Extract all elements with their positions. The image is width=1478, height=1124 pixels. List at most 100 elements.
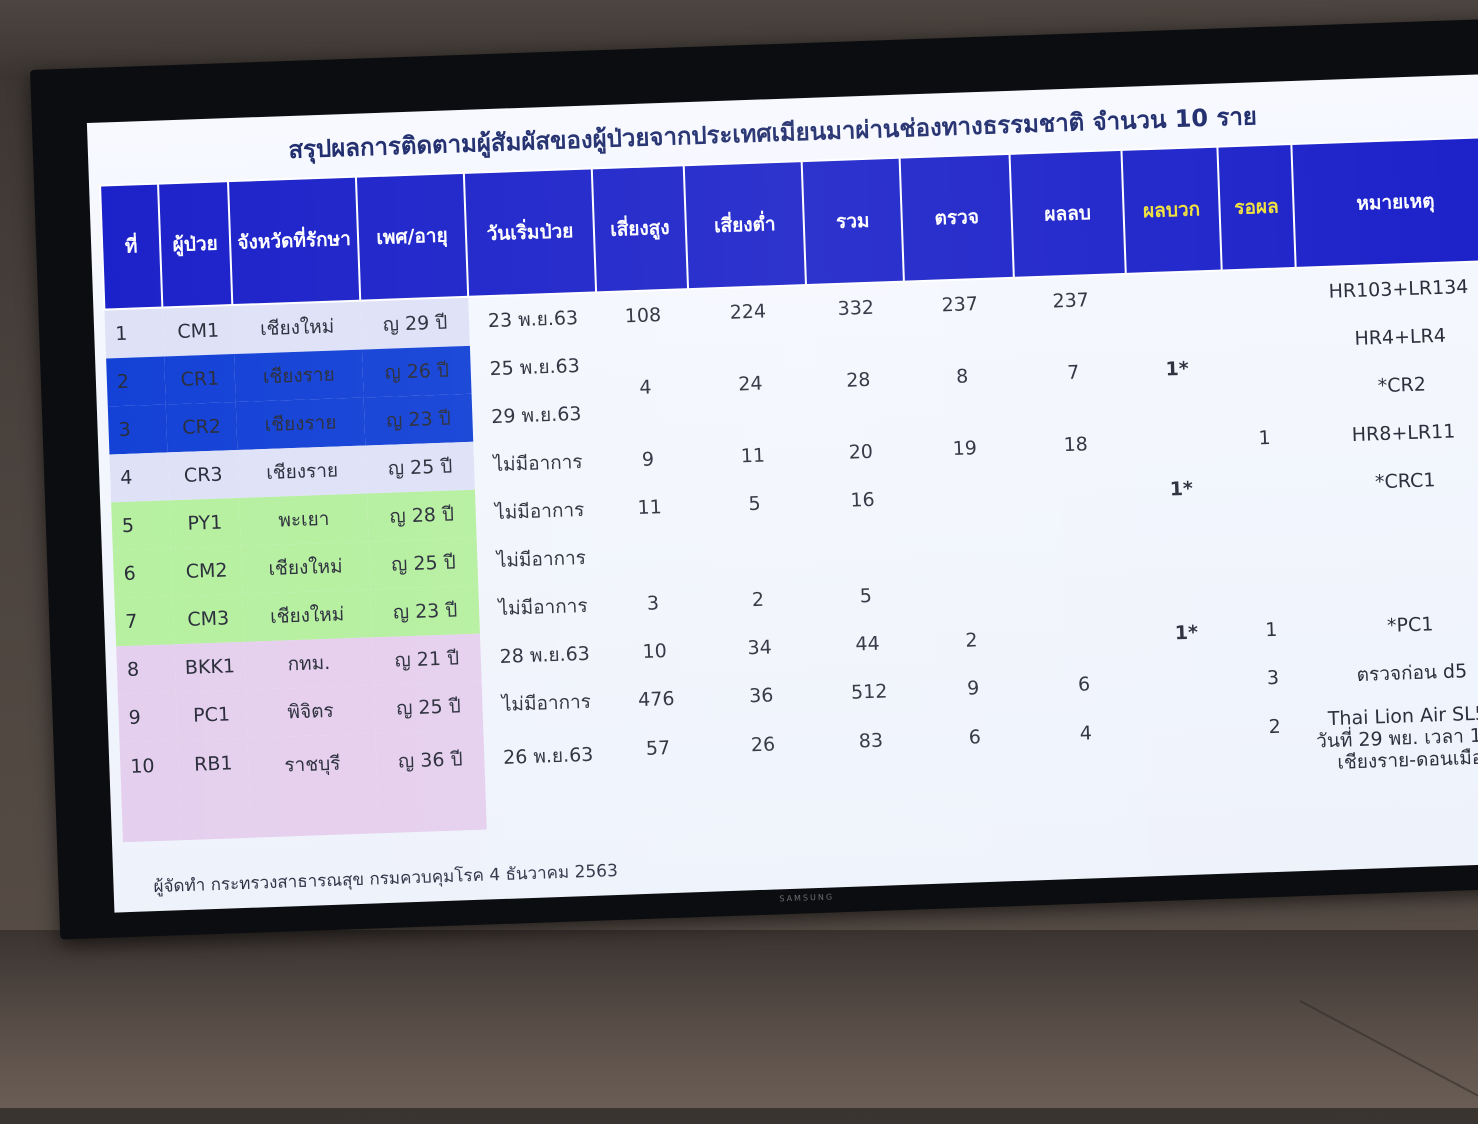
cell-no: 4 (109, 452, 170, 503)
cell-tested (914, 567, 1026, 619)
cell-patient: CR3 (167, 449, 240, 501)
cell-sex-age: ญ 26 ปี (361, 345, 472, 398)
cell-no: 7 (114, 596, 175, 647)
header-total: รวม (801, 157, 904, 286)
cell-sex-age: ญ 25 ปี (368, 537, 479, 590)
cell-total: 512 (850, 680, 888, 704)
cell-note: HR103+LR134 (1328, 275, 1469, 303)
cell-sex-age: ญ 25 ปี (373, 681, 484, 734)
cell-sex-age: ญ 28 ปี (366, 489, 477, 542)
cell-note-flight: Thai Lion Air SL53 วันที่ 29 พย. เวลา 10… (1311, 694, 1478, 801)
cell-negative: 6 (1077, 673, 1091, 696)
cell-sex-age: ญ 29 ปี (360, 296, 470, 350)
cell-no: 6 (112, 548, 173, 599)
cell-negative: 4 (1079, 722, 1093, 745)
cell-positive (1141, 703, 1240, 806)
cell-tested (911, 471, 1023, 523)
cell-positive: 1* (1165, 357, 1190, 381)
cell-tested: 8 (955, 365, 969, 388)
slide-footer: ผู้จัดทำ กระทรวงสาธารณสุข กรมควบคุมโรค 4… (153, 860, 619, 898)
cell-positive (1136, 559, 1234, 610)
tv-screen: สรุปผลการติดตามผู้สัมผัสของผู้ป่วยจากประ… (86, 73, 1478, 913)
cell-note: HR4+LR4 (1354, 324, 1447, 350)
tv-brand-logo: SAMSUNG (779, 892, 835, 904)
header-note: หมายเหตุ (1291, 136, 1478, 268)
cell-province: กทม. (244, 637, 374, 690)
cell-patient: CM2 (170, 545, 243, 597)
cell-no: 1 (104, 307, 165, 359)
cell-negative (1026, 611, 1140, 663)
cell-onset: 23 พ.ย.63 (487, 307, 579, 333)
cell-pending (1228, 461, 1304, 512)
header-positive: ผลบวก (1121, 146, 1222, 274)
cell-pending (1230, 509, 1306, 560)
cell-onset: 25 พ.ย.63 (489, 355, 581, 381)
cell-note (1306, 550, 1478, 605)
header-sex-age: เพศ/อายุ (355, 172, 469, 301)
cell-patient: CM1 (162, 305, 235, 357)
cell-negative (1022, 515, 1136, 567)
cell-high: 4 (639, 376, 652, 399)
cell-pending: 3 (1266, 666, 1280, 690)
cell-tested: 9 (966, 677, 980, 700)
cell-no: 10 (119, 740, 181, 843)
cell-sex-age: ญ 36 ปี (375, 729, 487, 834)
cell-total: 83 (858, 729, 884, 753)
header-no: ที่ (100, 183, 163, 310)
cell-low: 224 (729, 300, 767, 324)
cell-province: พิจิตร (245, 685, 376, 738)
cell-total: 332 (837, 296, 875, 320)
cell-onset: ไม่มีอาการ (496, 546, 587, 572)
cell-patient: CR1 (164, 354, 236, 405)
cell-positive (1139, 655, 1237, 706)
cell-total: 5 (859, 584, 873, 608)
cell-sex-age: ญ 23 ปี (370, 585, 480, 638)
header-pending: รอผล (1217, 144, 1296, 271)
cell-province: เชียงใหม่ (240, 541, 371, 594)
cell-province: เชียงราย (237, 445, 367, 498)
tv-monitor: สรุปผลการติดตามผู้สัมผัสของผู้ป่วยจากประ… (30, 18, 1478, 940)
cell-high: 57 (645, 737, 671, 760)
cell-onset: 26 พ.ย.63 (502, 743, 594, 769)
cell-low: 11 (740, 444, 766, 468)
cell-negative (1024, 563, 1138, 615)
cell-positive (1126, 271, 1224, 323)
cell-negative (1021, 467, 1135, 519)
cell-patient: PC1 (175, 689, 248, 741)
cell-high: 108 (624, 304, 662, 328)
cell-pending: 1 (1264, 618, 1278, 642)
cell-onset: ไม่มีอาการ (501, 690, 592, 716)
header-patient: ผู้ป่วย (158, 181, 233, 308)
header-high-risk: เสี่ยงสูง (591, 165, 689, 293)
cell-province: เชียงราย (235, 397, 366, 450)
cell-onset: ไม่มีอาการ (498, 594, 588, 620)
cell-high (605, 530, 699, 581)
cell-note: ตรวจก่อน d5 (1356, 660, 1468, 687)
cell-no: 9 (117, 692, 178, 743)
cell-tested: 2 (965, 629, 978, 652)
cell-total: 28 (845, 368, 871, 392)
cell-patient: BKK1 (174, 641, 246, 693)
cell-positive: 1* (1174, 621, 1199, 645)
cell-low: 34 (747, 636, 773, 660)
cell-pending: 1 (1258, 426, 1272, 450)
cell-note: *CRC1 (1374, 469, 1436, 494)
cell-low: 24 (737, 372, 763, 396)
header-low-risk: เสี่ยงต่ำ (683, 161, 806, 290)
cell-negative: 7 (1066, 361, 1080, 384)
cell-province: ราชบุรี (247, 733, 379, 838)
cell-note: HR8+LR11 (1351, 420, 1456, 447)
cell-positive (1134, 511, 1232, 562)
cell-total: 16 (850, 488, 875, 512)
cell-total: 44 (855, 632, 881, 656)
cell-patient: RB1 (177, 737, 251, 841)
cell-negative: 237 (1052, 289, 1090, 313)
cell-low: 36 (748, 684, 774, 708)
cell-tested: 6 (968, 726, 982, 749)
cell-province: เชียงราย (234, 349, 364, 403)
cell-sex-age: ญ 21 ปี (372, 633, 482, 686)
cell-no: 3 (107, 404, 168, 455)
cell-pending (1222, 268, 1298, 320)
cell-onset: 29 พ.ย.63 (490, 402, 582, 429)
cell-province: พะเยา (239, 493, 369, 546)
